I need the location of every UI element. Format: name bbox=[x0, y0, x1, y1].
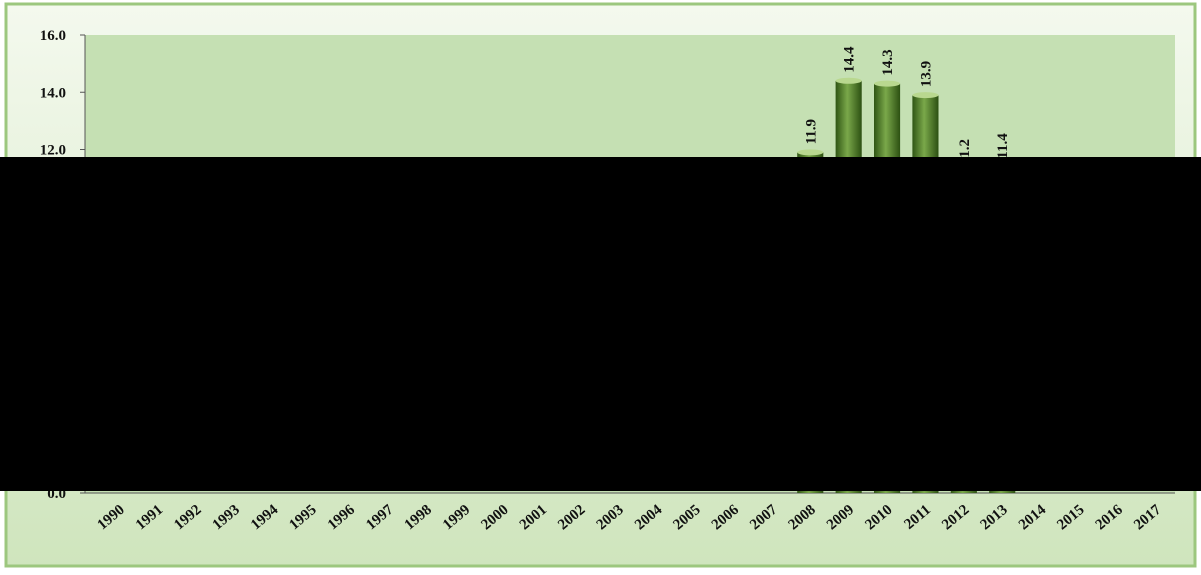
redaction-box bbox=[0, 157, 1201, 491]
value-label: 14.4 bbox=[842, 46, 858, 73]
y-tick-label: 16.0 bbox=[40, 28, 66, 44]
value-label: 14.3 bbox=[880, 49, 896, 75]
bar-cap bbox=[874, 80, 901, 87]
bar-cap bbox=[912, 92, 939, 99]
bar-cap bbox=[797, 149, 824, 156]
value-label: 11.4 bbox=[995, 133, 1011, 159]
value-label: 13.9 bbox=[918, 61, 934, 87]
bar-cap bbox=[835, 77, 862, 84]
y-tick-label: 12.0 bbox=[40, 143, 66, 159]
y-tick-label: 14.0 bbox=[40, 85, 66, 101]
value-label: 11.9 bbox=[803, 119, 819, 144]
